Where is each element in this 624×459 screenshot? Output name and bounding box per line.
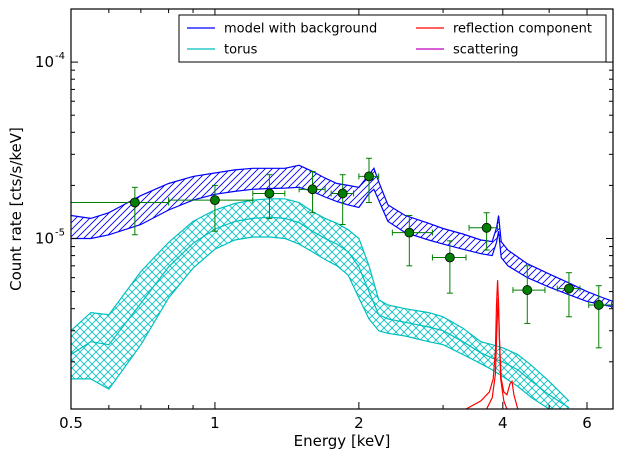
- torus-band-upper: [71, 198, 570, 402]
- y-tick-labels: 10-510-4: [35, 51, 65, 247]
- x-tick-label: 6: [582, 414, 592, 432]
- legend-label: reflection component: [453, 22, 592, 37]
- data-marker: [404, 227, 415, 238]
- data-point: [588, 285, 612, 349]
- data-marker: [564, 283, 574, 294]
- data-point: [252, 174, 286, 219]
- data-point: [298, 170, 326, 214]
- data-point: [168, 184, 254, 232]
- torus-line: [71, 216, 570, 409]
- data-point: [358, 157, 380, 203]
- data-marker: [264, 188, 275, 199]
- data-point: [556, 272, 581, 318]
- data-marker: [307, 184, 318, 195]
- y-tick-label: 10: [35, 53, 54, 71]
- data-marker: [444, 252, 455, 263]
- legend-frame: [178, 14, 607, 63]
- legend-label: scattering: [453, 43, 519, 58]
- torus-band: [71, 198, 569, 409]
- data-point: [391, 215, 433, 267]
- data-marker: [522, 285, 533, 295]
- data-point: [71, 186, 170, 236]
- plot-frame: [70, 8, 614, 410]
- y-tick-exponent: -5: [55, 227, 65, 238]
- x-tick-label: 4: [498, 414, 508, 432]
- legend-item-torus: torus: [187, 43, 258, 58]
- data-marker: [364, 171, 374, 182]
- data-point: [330, 174, 355, 226]
- x-tick-label: 2: [354, 414, 364, 432]
- reflection-component-line: [486, 297, 508, 409]
- legend: model with background reflection componen…: [178, 14, 607, 63]
- data-marker: [210, 195, 220, 206]
- x-tick-label: 0.5: [59, 414, 83, 432]
- data-point: [512, 265, 546, 324]
- x-axis-label: Energy [keV]: [294, 432, 391, 450]
- data-marker: [337, 188, 348, 199]
- data-marker: [593, 300, 604, 310]
- data-point: [468, 212, 499, 251]
- y-tick-exponent: -4: [55, 51, 65, 62]
- plot-area: [71, 157, 613, 409]
- legend-item-model-with-background: model with background: [187, 22, 377, 37]
- legend-label: model with background: [224, 22, 377, 37]
- legend-label: torus: [224, 43, 258, 58]
- x-tick-label: 1: [210, 414, 220, 432]
- legend-item-scattering: scattering: [416, 43, 519, 58]
- torus-band-lower: [71, 236, 569, 409]
- model-with-background-band-upper: [71, 164, 613, 302]
- y-tick-label: 10: [35, 229, 54, 247]
- legend-item-reflection-component: reflection component: [416, 22, 592, 37]
- x-tick-labels: 0.5 1 2 4 6: [59, 414, 592, 432]
- y-axis-label: Count rate [cts/s/keV]: [7, 127, 25, 291]
- data-point: [431, 240, 467, 294]
- data-marker: [129, 197, 140, 208]
- data-marker: [481, 222, 492, 233]
